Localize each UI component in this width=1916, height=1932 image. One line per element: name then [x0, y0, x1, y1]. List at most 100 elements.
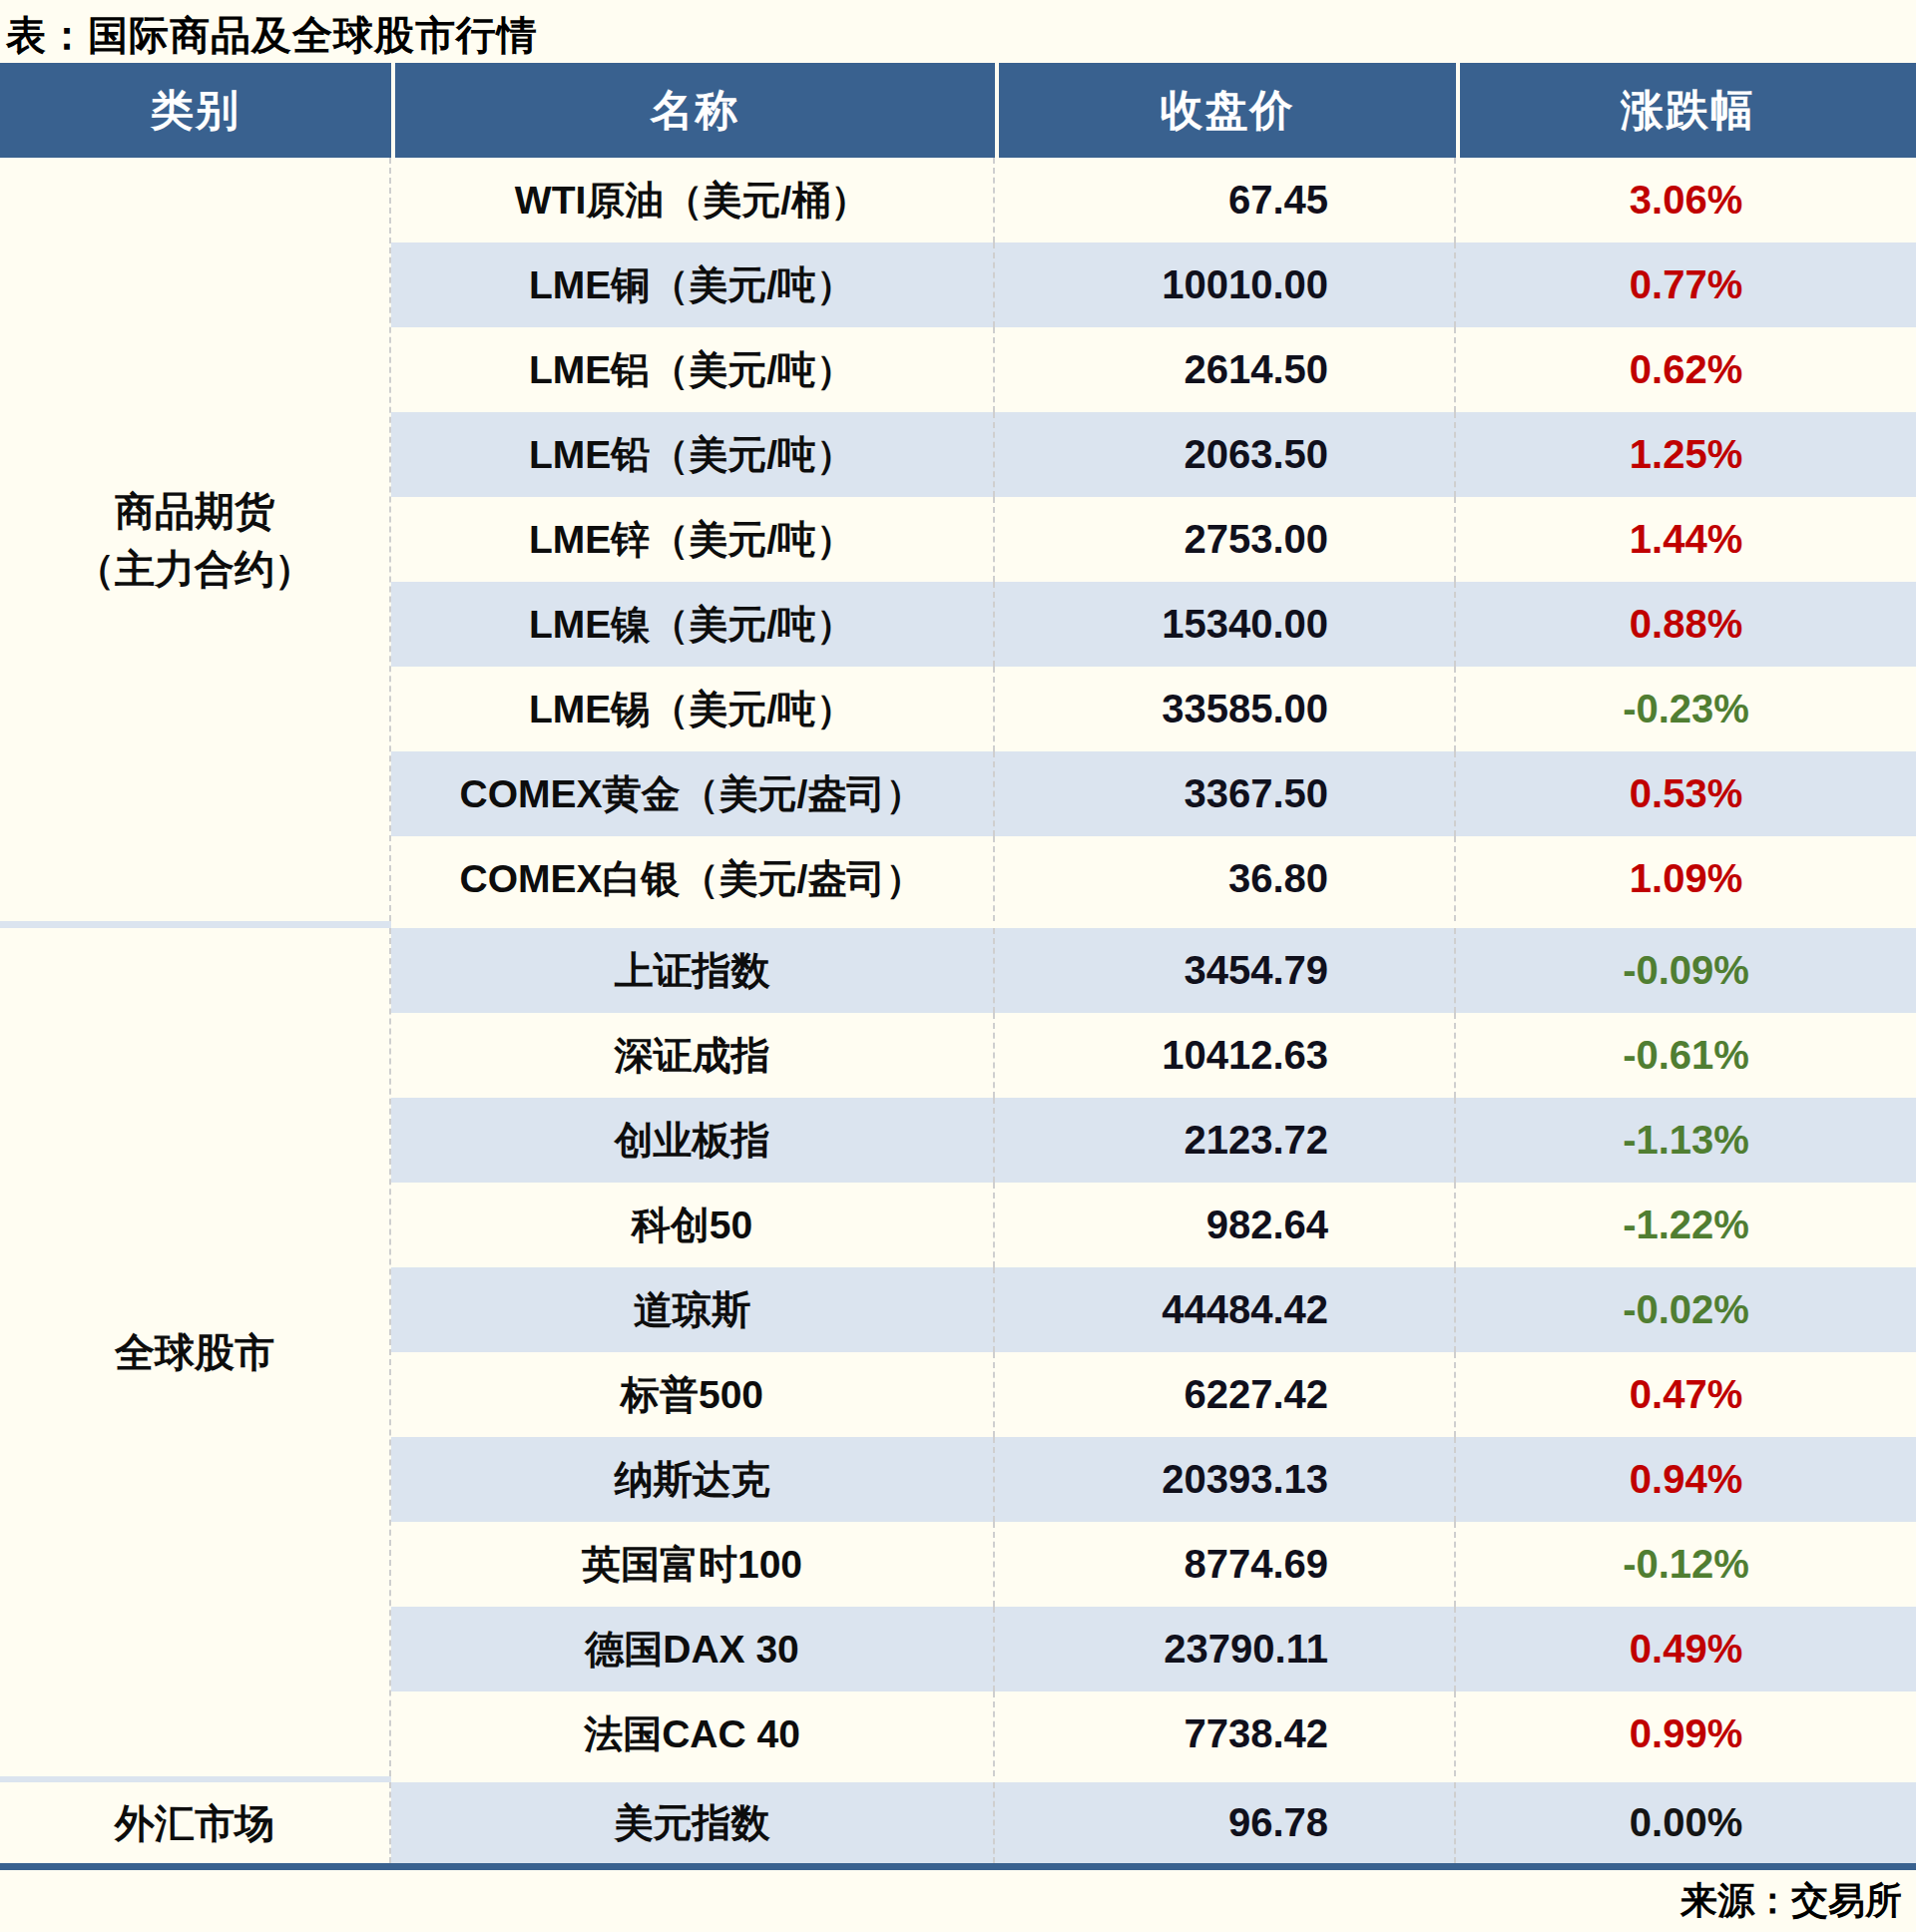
table-row: LME铝（美元/吨） 2614.50 0.62% — [391, 327, 1916, 412]
table-row: 科创50 982.64 -1.22% — [391, 1183, 1916, 1267]
close-cell: 2753.00 — [995, 497, 1456, 582]
table-row: LME镍（美元/吨） 15340.00 0.88% — [391, 582, 1916, 667]
name-cell: 美元指数 — [391, 1782, 995, 1863]
change-cell: 0.77% — [1456, 242, 1916, 327]
category-label: 全球股市 — [115, 1323, 274, 1381]
change-cell: -0.61% — [1456, 1013, 1916, 1098]
table-row: COMEX白银（美元/盎司） 36.80 1.09% — [391, 836, 1916, 921]
close-cell: 7738.42 — [995, 1691, 1456, 1776]
close-cell: 96.78 — [995, 1782, 1456, 1863]
change-cell: 0.49% — [1456, 1607, 1916, 1691]
name-cell: LME锡（美元/吨） — [391, 667, 995, 751]
section-rows: WTI原油（美元/桶） 67.45 3.06% LME铜（美元/吨） 10010… — [391, 158, 1916, 921]
name-cell: 上证指数 — [391, 928, 995, 1013]
change-cell: 0.94% — [1456, 1437, 1916, 1522]
market-table: 类别 名称 收盘价 涨跌幅 商品期货 （主力合约） WTI原油（美元/桶） 67… — [0, 63, 1916, 1870]
name-cell: COMEX黄金（美元/盎司） — [391, 751, 995, 836]
change-cell: -1.13% — [1456, 1098, 1916, 1183]
name-cell: 深证成指 — [391, 1013, 995, 1098]
close-cell: 10010.00 — [995, 242, 1456, 327]
close-cell: 3367.50 — [995, 751, 1456, 836]
change-cell: 0.99% — [1456, 1691, 1916, 1776]
close-cell: 10412.63 — [995, 1013, 1456, 1098]
section-rows: 上证指数 3454.79 -0.09% 深证成指 10412.63 -0.61%… — [391, 928, 1916, 1776]
change-cell: 0.00% — [1456, 1782, 1916, 1863]
name-cell: 德国DAX 30 — [391, 1607, 995, 1691]
table-row: 上证指数 3454.79 -0.09% — [391, 928, 1916, 1013]
name-cell: WTI原油（美元/桶） — [391, 158, 995, 242]
name-cell: LME铝（美元/吨） — [391, 327, 995, 412]
table-bottom-border — [0, 1863, 1916, 1870]
change-cell: -0.09% — [1456, 928, 1916, 1013]
name-cell: LME铜（美元/吨） — [391, 242, 995, 327]
change-cell: -0.23% — [1456, 667, 1916, 751]
change-cell: 1.25% — [1456, 412, 1916, 497]
header-name: 名称 — [391, 63, 995, 158]
table-row: LME铜（美元/吨） 10010.00 0.77% — [391, 242, 1916, 327]
close-cell: 23790.11 — [995, 1607, 1456, 1691]
footer: 来源：交易所 — [0, 1870, 1916, 1932]
category-label: 商品期货 — [115, 482, 274, 540]
change-cell: 0.53% — [1456, 751, 1916, 836]
table-row: LME锡（美元/吨） 33585.00 -0.23% — [391, 667, 1916, 751]
name-cell: 科创50 — [391, 1183, 995, 1267]
close-cell: 2063.50 — [995, 412, 1456, 497]
name-cell: 法国CAC 40 — [391, 1691, 995, 1776]
table-row: WTI原油（美元/桶） 67.45 3.06% — [391, 158, 1916, 242]
close-cell: 36.80 — [995, 836, 1456, 921]
name-cell: LME铅（美元/吨） — [391, 412, 995, 497]
section-global-stocks: 全球股市 上证指数 3454.79 -0.09% 深证成指 10412.63 -… — [0, 928, 1916, 1776]
table-row: 美元指数 96.78 0.00% — [391, 1782, 1916, 1863]
table-row: 英国富时100 8774.69 -0.12% — [391, 1522, 1916, 1607]
table-row: COMEX黄金（美元/盎司） 3367.50 0.53% — [391, 751, 1916, 836]
change-cell: 0.62% — [1456, 327, 1916, 412]
close-cell: 982.64 — [995, 1183, 1456, 1267]
category-cell-global-stocks: 全球股市 — [0, 928, 391, 1776]
name-cell: LME镍（美元/吨） — [391, 582, 995, 667]
name-cell: 英国富时100 — [391, 1522, 995, 1607]
close-cell: 44484.42 — [995, 1267, 1456, 1352]
table-row: 深证成指 10412.63 -0.61% — [391, 1013, 1916, 1098]
table-header-row: 类别 名称 收盘价 涨跌幅 — [0, 63, 1916, 158]
name-cell: 道琼斯 — [391, 1267, 995, 1352]
change-cell: -0.02% — [1456, 1267, 1916, 1352]
category-label: 外汇市场 — [115, 1794, 274, 1852]
close-cell: 33585.00 — [995, 667, 1456, 751]
close-cell: 6227.42 — [995, 1352, 1456, 1437]
table-row: 标普500 6227.42 0.47% — [391, 1352, 1916, 1437]
change-cell: 0.47% — [1456, 1352, 1916, 1437]
table-row: 创业板指 2123.72 -1.13% — [391, 1098, 1916, 1183]
header-close: 收盘价 — [995, 63, 1456, 158]
close-cell: 15340.00 — [995, 582, 1456, 667]
table-row: 纳斯达克 20393.13 0.94% — [391, 1437, 1916, 1522]
name-cell: 创业板指 — [391, 1098, 995, 1183]
table-row: 德国DAX 30 23790.11 0.49% — [391, 1607, 1916, 1691]
close-cell: 67.45 — [995, 158, 1456, 242]
source-label: 来源：交易所 — [1680, 1876, 1902, 1926]
header-change: 涨跌幅 — [1456, 63, 1916, 158]
name-cell: COMEX白银（美元/盎司） — [391, 836, 995, 921]
section-rows: 美元指数 96.78 0.00% — [391, 1782, 1916, 1863]
name-cell: 标普500 — [391, 1352, 995, 1437]
change-cell: 1.09% — [1456, 836, 1916, 921]
close-cell: 20393.13 — [995, 1437, 1456, 1522]
change-cell: 3.06% — [1456, 158, 1916, 242]
change-cell: -0.12% — [1456, 1522, 1916, 1607]
header-category: 类别 — [0, 63, 391, 158]
table-row: 法国CAC 40 7738.42 0.99% — [391, 1691, 1916, 1776]
section-commodity-futures: 商品期货 （主力合约） WTI原油（美元/桶） 67.45 3.06% LME铜… — [0, 158, 1916, 921]
table-row: 道琼斯 44484.42 -0.02% — [391, 1267, 1916, 1352]
section-separator-category — [0, 921, 391, 928]
close-cell: 2614.50 — [995, 327, 1456, 412]
close-cell: 8774.69 — [995, 1522, 1456, 1607]
change-cell: 0.88% — [1456, 582, 1916, 667]
close-cell: 3454.79 — [995, 928, 1456, 1013]
category-cell-commodity-futures: 商品期货 （主力合约） — [0, 158, 391, 921]
category-sublabel: （主力合约） — [75, 540, 314, 598]
section-forex: 外汇市场 美元指数 96.78 0.00% — [0, 1782, 1916, 1863]
page-title: 表：国际商品及全球股市行情 — [6, 13, 538, 57]
change-cell: -1.22% — [1456, 1183, 1916, 1267]
table-row: LME锌（美元/吨） 2753.00 1.44% — [391, 497, 1916, 582]
name-cell: 纳斯达克 — [391, 1437, 995, 1522]
table-row: LME铅（美元/吨） 2063.50 1.25% — [391, 412, 1916, 497]
